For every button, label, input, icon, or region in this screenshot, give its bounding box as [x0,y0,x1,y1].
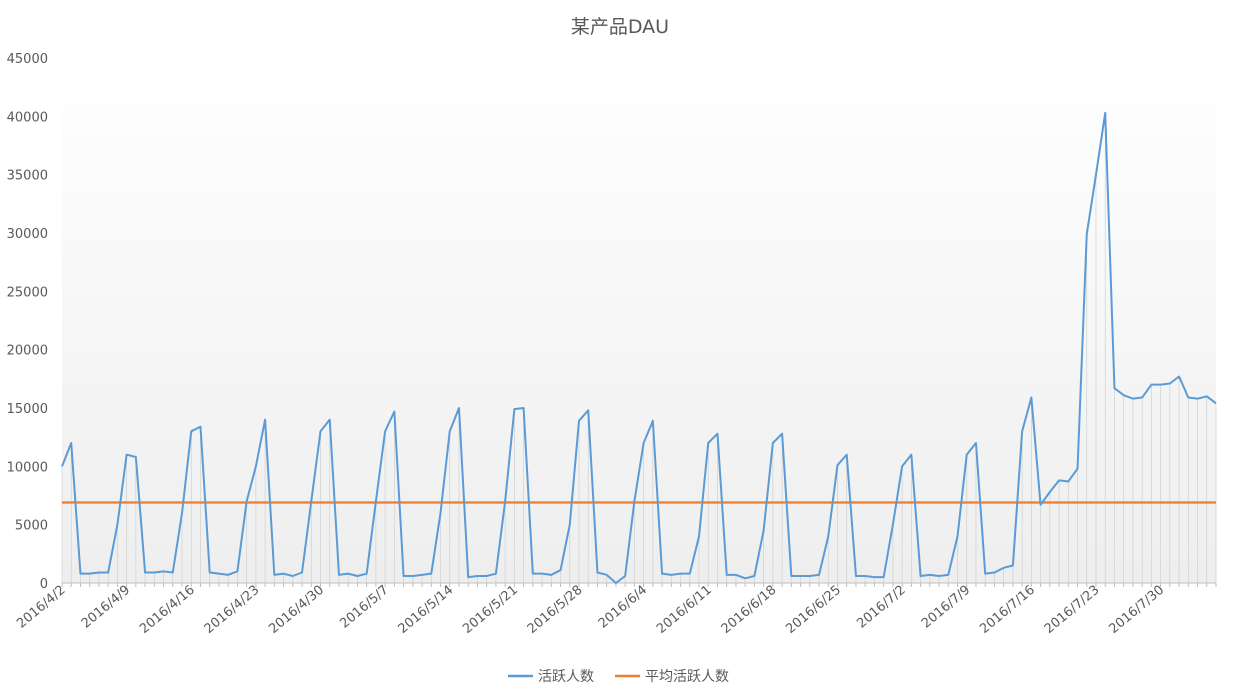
y-tick-label: 10000 [7,460,48,475]
y-tick-label: 45000 [7,52,48,67]
y-axis: 0 5000 10000 15000 20000 25000 30000 35000 40000… [7,52,48,592]
series-layer [61,111,1217,584]
series-line-active-users [61,111,1217,584]
x-tick-label: 2016/4/16 [137,583,198,637]
x-tick-label: 2016/6/4 [596,583,650,632]
x-tick-label: 2016/4/30 [266,583,327,637]
legend: 活跃人数 平均活跃人数 [508,669,729,685]
chart-title: 某产品DAU [571,16,669,38]
x-tick-label: 2016/7/30 [1106,583,1167,637]
x-tick-label: 2016/5/14 [396,583,457,637]
y-tick-label: 40000 [7,110,48,125]
x-tick-label: 2016/5/28 [525,583,586,637]
x-tick-label: 2016/7/23 [1042,583,1103,637]
y-tick-label: 20000 [7,344,48,359]
legend-label-active-users: 活跃人数 [538,669,594,685]
x-tick-label: 2016/6/11 [654,583,715,637]
x-tick-label: 2016/6/18 [719,583,780,637]
drop-lines [61,112,1217,583]
x-tick-label: 2016/7/2 [854,583,908,632]
x-tick-label: 2016/5/21 [460,583,521,637]
y-tick-label: 25000 [7,285,48,300]
y-tick-label: 5000 [15,519,48,534]
y-tick-label: 30000 [7,227,48,242]
x-tick-label: 2016/4/23 [202,583,263,637]
x-tick-label: 2016/7/16 [977,583,1038,637]
x-axis: 2016/4/2 2016/4/9 2016/4/16 2016/4/23 2016/4… [14,582,1217,637]
plot-area-background [62,58,1216,583]
x-tick-label: 2016/7/9 [919,583,973,632]
x-tick-label: 2016/4/9 [79,583,133,632]
y-tick-label: 35000 [7,169,48,184]
y-tick-label: 15000 [7,402,48,417]
y-tick-label: 0 [40,577,48,592]
x-tick-label: 2016/5/7 [337,583,391,632]
x-tick-label: 2016/6/25 [783,583,844,637]
legend-label-average-active-users: 平均活跃人数 [645,669,729,685]
